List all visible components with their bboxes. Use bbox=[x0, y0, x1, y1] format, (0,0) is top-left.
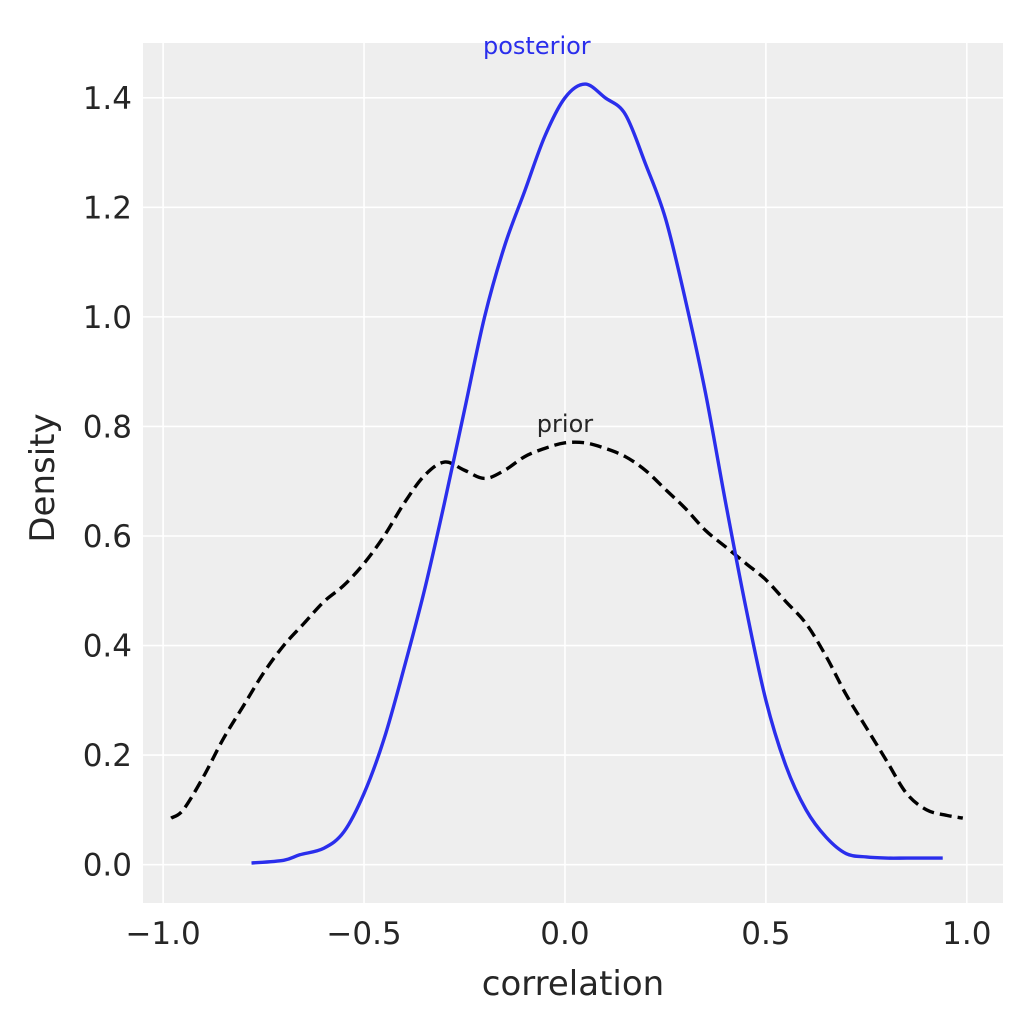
y-tick-label: 0.6 bbox=[83, 519, 132, 555]
y-tick-label: 0.4 bbox=[83, 629, 132, 665]
x-tick-label: −1.0 bbox=[125, 916, 200, 952]
posterior-density-line bbox=[251, 82, 943, 865]
x-tick-label: 0.0 bbox=[540, 916, 589, 952]
prior-density-line bbox=[170, 440, 964, 820]
plot-background bbox=[143, 43, 1003, 903]
y-tick-labels: 0.0 0.2 0.4 0.6 0.8 1.0 1.2 1.4 bbox=[83, 81, 132, 884]
grid bbox=[143, 43, 1003, 903]
y-axis-label: Density bbox=[23, 413, 63, 542]
y-tick-label: 0.2 bbox=[83, 738, 132, 774]
x-tick-labels: −1.0 −0.5 0.0 0.5 1.0 bbox=[125, 916, 991, 952]
y-tick-label: 1.0 bbox=[83, 300, 132, 336]
x-tick-label: −0.5 bbox=[326, 916, 401, 952]
posterior-annotation: posterior bbox=[483, 32, 591, 60]
x-tick-label: 0.5 bbox=[741, 916, 790, 952]
prior-annotation: prior bbox=[537, 410, 593, 438]
y-tick-label: 0.0 bbox=[83, 848, 132, 884]
y-tick-label: 1.4 bbox=[83, 81, 132, 117]
y-tick-label: 0.8 bbox=[83, 409, 132, 445]
annotation-layer: posterior prior bbox=[483, 32, 593, 438]
x-tick-label: 1.0 bbox=[942, 916, 991, 952]
series-layer bbox=[170, 82, 964, 865]
y-tick-label: 1.2 bbox=[83, 190, 132, 226]
x-axis-label: correlation bbox=[482, 964, 664, 1004]
